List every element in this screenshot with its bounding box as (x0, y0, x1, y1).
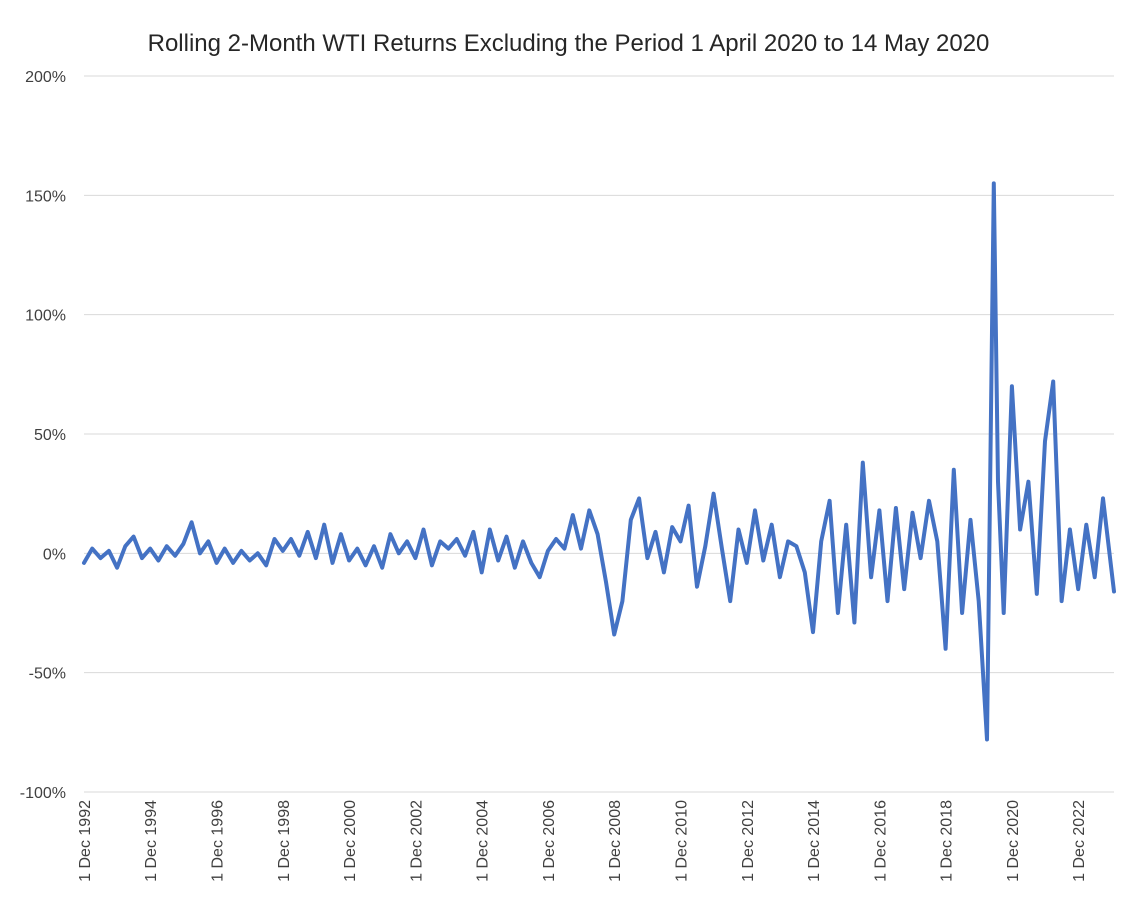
x-tick-label: 1 Dec 1994 (143, 800, 160, 882)
x-tick-label: 1 Dec 2004 (475, 800, 492, 882)
x-axis-labels: 1 Dec 1992 1 Dec 1994 1 Dec 1996 1 Dec 1998… (77, 800, 1088, 882)
x-tick-label: 1 Dec 2002 (408, 800, 425, 882)
series-line-0 (82, 181, 1116, 742)
y-tick-label: -100% (20, 785, 66, 802)
x-tick-label: 1 Dec 2008 (607, 800, 624, 882)
y-tick-label: 50% (34, 427, 66, 444)
chart-title: Rolling 2-Month WTI Returns Excluding th… (147, 30, 990, 57)
x-tick-label: 1 Dec 2000 (342, 800, 359, 882)
y-tick-label: 100% (25, 308, 66, 325)
series-layer (82, 181, 1116, 742)
y-tick-label: 150% (25, 188, 66, 205)
x-tick-label: 1 Dec 1998 (276, 800, 293, 882)
y-tick-label: 0% (43, 546, 66, 563)
y-tick-label: -50% (29, 666, 66, 683)
x-tick-label: 1 Dec 1992 (77, 800, 94, 882)
x-tick-label: 1 Dec 2020 (1005, 800, 1022, 882)
x-tick-label: 1 Dec 2012 (740, 800, 757, 882)
y-axis-labels: 200% 150% 100% 50% 0% -50% -100% (20, 69, 66, 802)
y-tick-label: 200% (25, 69, 66, 86)
x-tick-label: 1 Dec 2016 (872, 800, 889, 882)
x-tick-label: 1 Dec 2006 (541, 800, 558, 882)
gridlines (84, 75, 1114, 793)
x-tick-label: 1 Dec 2010 (673, 800, 690, 882)
x-tick-label: 1 Dec 1996 (210, 800, 227, 882)
x-tick-label: 1 Dec 2014 (806, 800, 823, 882)
x-tick-label: 1 Dec 2022 (1071, 800, 1088, 882)
x-tick-label: 1 Dec 2018 (939, 800, 956, 882)
